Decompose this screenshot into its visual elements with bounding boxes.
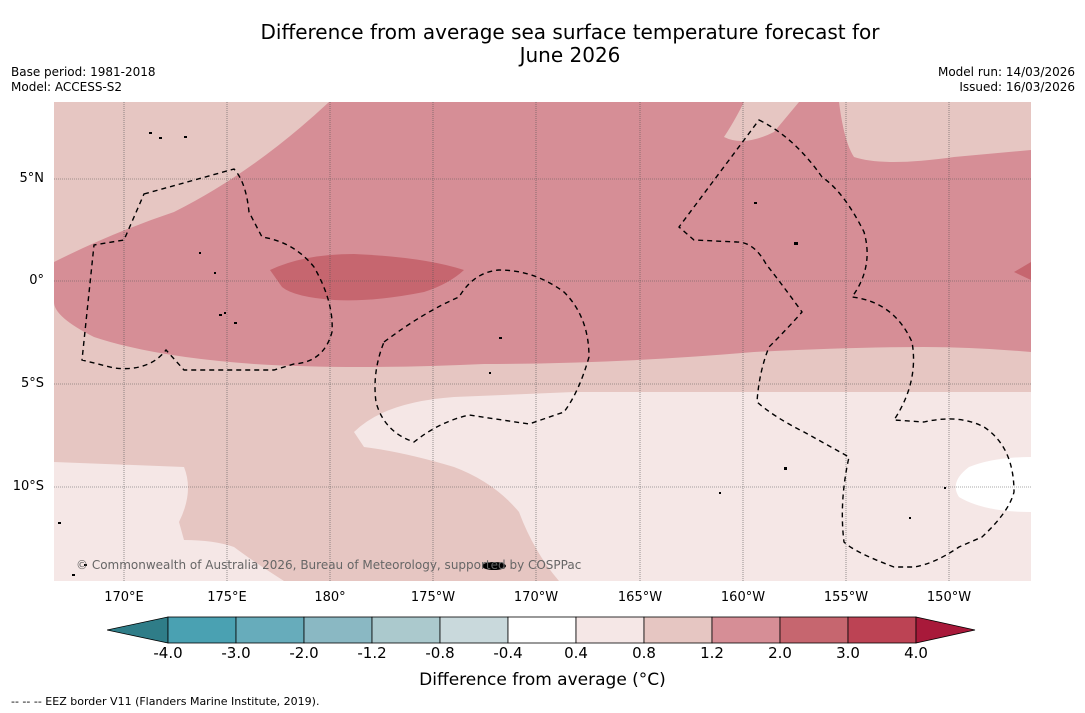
colorbar-bin bbox=[507, 616, 577, 644]
lat-label: 5°S bbox=[20, 376, 44, 391]
colorbar-label: Difference from average (°C) bbox=[419, 670, 666, 690]
eez-borders bbox=[81, 119, 1015, 568]
gridlines bbox=[54, 102, 1031, 581]
colorbar-bin bbox=[847, 616, 917, 644]
colorbar-bin bbox=[439, 616, 509, 644]
lon-label: 150°W bbox=[926, 590, 972, 605]
title-line-2: June 2026 bbox=[519, 43, 621, 67]
colorbar-tick-label: 0.4 bbox=[564, 644, 588, 662]
colorbar-bin bbox=[303, 616, 373, 644]
base-period: Base period: 1981-2018 bbox=[11, 65, 156, 79]
sst-anomaly-map bbox=[54, 102, 1031, 581]
region-1.2-2.0 bbox=[54, 102, 1031, 367]
lon-label: 165°W bbox=[617, 590, 663, 605]
meta-right: Model run: 14/03/2026 Issued: 16/03/2026 bbox=[938, 65, 1075, 95]
map-title: Difference from average sea surface temp… bbox=[0, 21, 1085, 67]
lon-label: 170°E bbox=[104, 590, 144, 605]
meta-left: Base period: 1981-2018 Model: ACCESS-S2 bbox=[11, 65, 156, 95]
colorbar-bin bbox=[779, 616, 849, 644]
colorbar-min-extend bbox=[107, 616, 169, 644]
colorbar-tick-label: 3.0 bbox=[836, 644, 860, 662]
eez-footnote: -- -- -- EEZ border V11 (Flanders Marine… bbox=[11, 695, 320, 708]
copyright-notice: © Commonwealth of Australia 2026, Bureau… bbox=[76, 558, 582, 572]
lon-label: 155°W bbox=[823, 590, 869, 605]
eez-border-phoenix bbox=[374, 269, 590, 443]
lat-label: 10°S bbox=[12, 479, 44, 494]
colorbar-bin bbox=[371, 616, 441, 644]
colorbar-tick-label: -4.0 bbox=[153, 644, 183, 662]
colorbar-tick-label: 2.0 bbox=[768, 644, 792, 662]
lat-label: 0° bbox=[29, 273, 44, 288]
colorbar-bin bbox=[235, 616, 305, 644]
model-run: Model run: 14/03/2026 bbox=[937, 65, 1075, 79]
colorbar bbox=[107, 616, 976, 644]
colorbar-tick-label: 1.2 bbox=[700, 644, 724, 662]
lon-label: 170°W bbox=[513, 590, 559, 605]
colorbar-tick-label: -1.2 bbox=[357, 644, 387, 662]
eez-border-tuvalu-kiribati bbox=[81, 168, 333, 371]
region-0.4-0.8-west bbox=[54, 462, 284, 581]
region-0.4-0.8 bbox=[354, 392, 1031, 581]
lon-label: 160°W bbox=[720, 590, 766, 605]
colorbar-tick-label: -2.0 bbox=[289, 644, 319, 662]
colorbar-tick-label: 0.8 bbox=[632, 644, 656, 662]
colorbar-tick-label: -0.8 bbox=[425, 644, 455, 662]
region-2.0-3.0-east bbox=[1014, 262, 1031, 280]
lon-label: 175°E bbox=[207, 590, 247, 605]
colorbar-tick-label: -0.4 bbox=[493, 644, 523, 662]
colorbar-bin bbox=[643, 616, 713, 644]
colorbar-tick-label: -3.0 bbox=[221, 644, 251, 662]
colorbar-bin bbox=[167, 616, 237, 644]
lat-label: 5°N bbox=[19, 171, 45, 186]
title-line-1: Difference from average sea surface temp… bbox=[260, 20, 880, 44]
colorbar-max-extend bbox=[915, 616, 976, 644]
issued-date: Issued: 16/03/2026 bbox=[959, 80, 1075, 94]
lon-label: 175°W bbox=[410, 590, 456, 605]
region-2.0-3.0 bbox=[270, 254, 464, 301]
lon-label: 180° bbox=[314, 590, 346, 605]
eez-border-line-islands bbox=[678, 119, 1015, 568]
colorbar-bin bbox=[711, 616, 781, 644]
colorbar-bin bbox=[575, 616, 645, 644]
region-below-0.4 bbox=[955, 457, 1031, 512]
model-name: Model: ACCESS-S2 bbox=[11, 80, 123, 94]
colorbar-tick-label: 4.0 bbox=[904, 644, 928, 662]
islands bbox=[58, 132, 946, 576]
